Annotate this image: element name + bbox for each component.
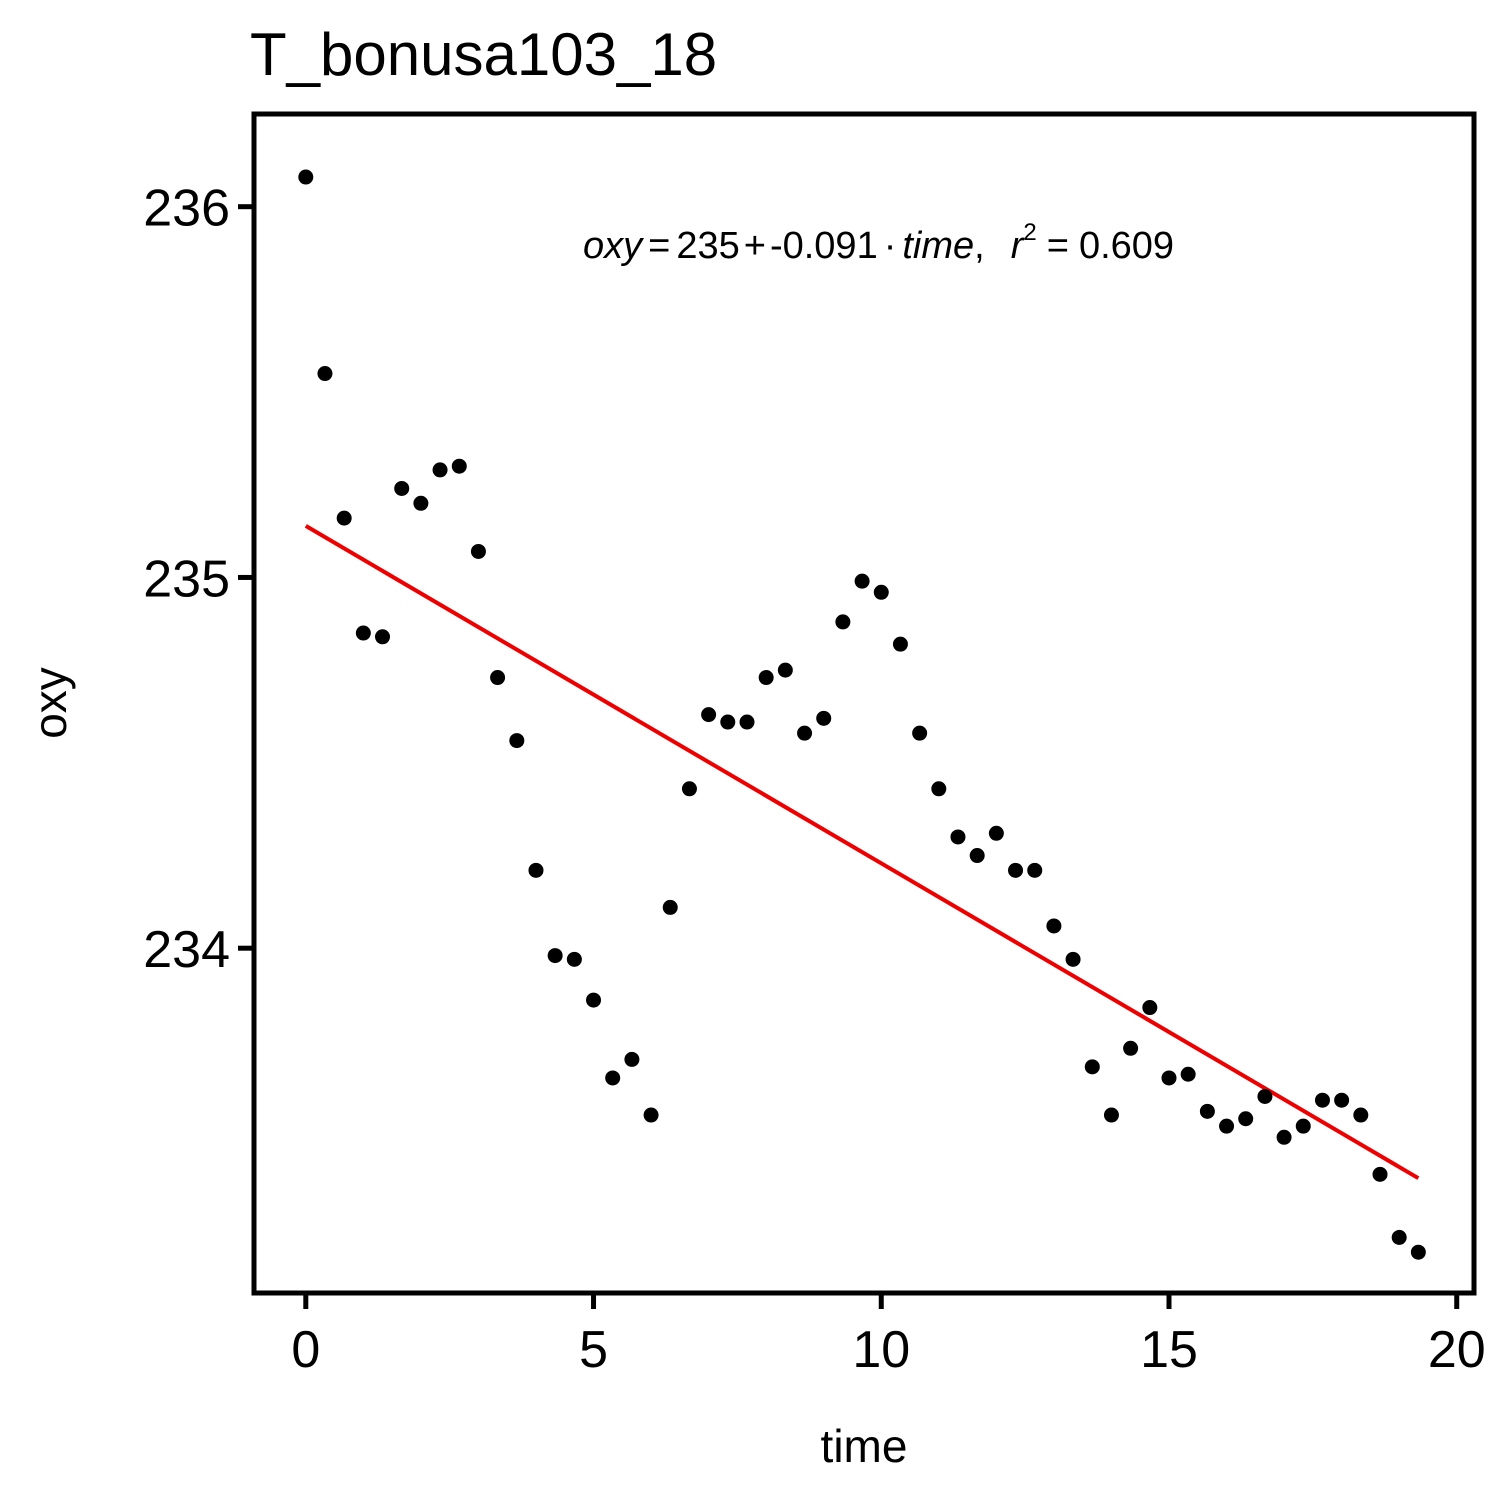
data-point-51 xyxy=(1276,1129,1292,1145)
data-point-10 xyxy=(490,670,506,686)
data-point-34 xyxy=(950,829,966,845)
y-tick-label-0: 234 xyxy=(143,921,230,979)
eq-r2-value: 0.609 xyxy=(1079,225,1174,267)
data-point-18 xyxy=(643,1107,659,1123)
eq-slope: -0.091 xyxy=(770,225,878,267)
eq-comma: , xyxy=(974,225,985,267)
chart-title: T_bonusa103_18 xyxy=(250,21,717,88)
eq-var: time xyxy=(902,225,974,267)
data-point-45 xyxy=(1161,1070,1177,1086)
data-point-21 xyxy=(701,707,717,723)
data-point-50 xyxy=(1257,1089,1273,1104)
y-tick-label-2: 236 xyxy=(143,180,230,238)
data-point-23 xyxy=(739,714,755,730)
data-point-48 xyxy=(1219,1118,1235,1134)
x-axis-title: time xyxy=(821,1420,908,1472)
eq-equals: = xyxy=(648,225,670,267)
data-point-27 xyxy=(816,710,832,726)
eq-plus: + xyxy=(744,225,766,267)
data-point-52 xyxy=(1295,1118,1311,1134)
data-point-56 xyxy=(1372,1166,1388,1182)
y-axis-title: oxy xyxy=(24,667,76,739)
data-point-28 xyxy=(835,614,851,630)
x-tick-label-2: 10 xyxy=(852,1321,910,1379)
data-point-12 xyxy=(528,862,544,878)
data-point-46 xyxy=(1180,1066,1196,1082)
data-point-57 xyxy=(1391,1229,1407,1245)
regression-line xyxy=(304,524,1420,1180)
data-point-36 xyxy=(988,825,1004,841)
data-point-17 xyxy=(624,1051,640,1067)
data-point-47 xyxy=(1199,1103,1215,1119)
data-point-19 xyxy=(662,899,678,915)
data-point-20 xyxy=(681,781,697,797)
eq-r: r xyxy=(1011,225,1025,267)
data-point-29 xyxy=(854,573,870,589)
eq-r-exponent: 2 xyxy=(1023,219,1036,246)
x-tick-label-1: 5 xyxy=(579,1321,608,1379)
data-point-40 xyxy=(1065,951,1081,967)
data-point-43 xyxy=(1123,1040,1139,1056)
data-point-6 xyxy=(413,495,429,511)
eq-r2-equals: = xyxy=(1047,225,1069,267)
data-points xyxy=(298,169,1426,1260)
data-point-26 xyxy=(797,725,813,741)
data-point-5 xyxy=(394,480,410,496)
data-point-14 xyxy=(566,951,582,967)
y-tick-label-1: 235 xyxy=(143,550,230,608)
plot-panel-border xyxy=(251,111,1477,1296)
x-tick-label-3: 15 xyxy=(1140,1321,1198,1379)
data-point-25 xyxy=(777,662,793,678)
data-point-15 xyxy=(586,992,602,1008)
data-point-41 xyxy=(1084,1059,1100,1075)
x-axis: 0 5 10 15 20 xyxy=(291,1293,1486,1379)
data-point-37 xyxy=(1008,862,1024,878)
data-point-16 xyxy=(605,1070,621,1086)
data-point-24 xyxy=(758,670,774,686)
x-tick-label-4: 20 xyxy=(1428,1321,1486,1379)
data-point-2 xyxy=(336,510,352,526)
regression-equation: oxy = 235 + -0.091 · time, r2 = 0.609 xyxy=(583,219,1174,267)
eq-dot: · xyxy=(884,225,897,267)
data-point-4 xyxy=(375,629,391,645)
data-point-33 xyxy=(931,781,947,797)
data-point-39 xyxy=(1046,918,1062,934)
y-axis: 234 235 236 xyxy=(143,180,254,979)
x-tick-label-0: 0 xyxy=(291,1321,320,1379)
data-point-35 xyxy=(969,848,985,864)
data-point-55 xyxy=(1353,1107,1369,1123)
data-point-49 xyxy=(1238,1111,1254,1127)
data-point-31 xyxy=(892,636,908,652)
data-point-22 xyxy=(720,714,736,730)
data-point-7 xyxy=(432,462,448,478)
data-point-54 xyxy=(1334,1092,1350,1108)
data-point-38 xyxy=(1027,862,1043,878)
data-point-3 xyxy=(355,625,371,641)
data-point-9 xyxy=(470,543,486,559)
eq-intercept: 235 xyxy=(676,225,739,267)
data-point-8 xyxy=(451,458,467,474)
data-point-58 xyxy=(1410,1244,1426,1260)
eq-lhs: oxy xyxy=(583,225,644,267)
data-point-11 xyxy=(509,733,525,749)
data-point-13 xyxy=(547,948,563,964)
data-point-44 xyxy=(1142,1000,1158,1016)
data-point-32 xyxy=(912,725,928,741)
data-point-1 xyxy=(317,366,333,382)
data-point-30 xyxy=(873,584,889,600)
data-point-0 xyxy=(298,169,314,185)
data-point-53 xyxy=(1314,1092,1330,1108)
data-point-42 xyxy=(1103,1107,1119,1123)
